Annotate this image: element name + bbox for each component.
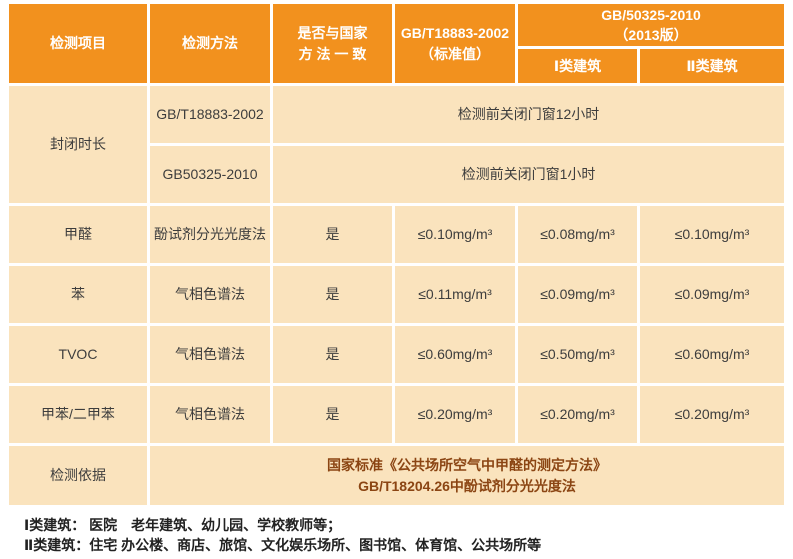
pollutant-consistent: 是	[273, 266, 392, 323]
table-row: 封闭时长 GB/T18883-2002 检测前关闭门窗12小时	[9, 86, 785, 203]
detection-standards-table: 检测项目 检测方法 是否与国家 方 法 一 致 GB/T18883-2002 （…	[6, 1, 788, 508]
col-header-gbt18883-standard: GB/T18883-2002 （标准值）	[395, 4, 515, 83]
table-row-benzene: 苯 气相色谱法 是 ≤0.11mg/m³ ≤0.09mg/m³ ≤0.09mg/…	[9, 266, 785, 323]
sealing-duration-label: 封闭时长	[9, 86, 147, 203]
pollutant-class2-limit: ≤0.60mg/m³	[640, 326, 785, 383]
table-row-toluene-xylene: 甲苯/二甲苯 气相色谱法 是 ≤0.20mg/m³ ≤0.20mg/m³ ≤0.…	[9, 386, 785, 443]
pollutant-method: 气相色谱法	[150, 326, 270, 383]
pollutant-class1-limit: ≤0.08mg/m³	[518, 206, 637, 263]
col-header-gb50325-group: GB/50325-2010 （2013版）	[518, 4, 785, 46]
pollutant-name: TVOC	[9, 326, 147, 383]
pollutant-class2-limit: ≤0.09mg/m³	[640, 266, 785, 323]
pollutant-consistent: 是	[273, 206, 392, 263]
footnote-class1-buildings: Ⅰ类建筑： 医院 老年建筑、幼儿园、学校教师等；	[24, 517, 342, 533]
col-header-detection-item: 检测项目	[9, 4, 147, 83]
footnotes: Ⅰ类建筑： 医院 老年建筑、幼儿园、学校教师等； Ⅱ类建筑：住宅 办公楼、商店、…	[6, 515, 787, 556]
footnote-class2-buildings: Ⅱ类建筑：住宅 办公楼、商店、旅馆、文化娱乐场所、图书馆、体育馆、公共场所等	[24, 537, 542, 554]
pollutant-name: 甲醛	[9, 206, 147, 263]
pollutant-class1-limit: ≤0.09mg/m³	[518, 266, 637, 323]
table-row: GB50325-2010 检测前关闭门窗1小时	[9, 146, 785, 203]
table-body: 封闭时长 GB/T18883-2002 检测前关闭门窗12小时 GB50325-…	[9, 86, 785, 505]
sealing-value-gbt18883: 检测前关闭门窗12小时	[273, 86, 785, 143]
detection-basis-label: 检测依据	[9, 446, 147, 505]
pollutant-consistent: 是	[273, 386, 392, 443]
pollutant-class2-limit: ≤0.20mg/m³	[640, 386, 785, 443]
col-header-national-method-consistency: 是否与国家 方 法 一 致	[273, 4, 392, 83]
pollutant-class1-limit: ≤0.20mg/m³	[518, 386, 637, 443]
sealing-method-gbt18883: GB/T18883-2002	[150, 86, 270, 143]
sealing-value-gb50325: 检测前关闭门窗1小时	[273, 146, 785, 203]
pollutant-name: 苯	[9, 266, 147, 323]
col-header-detection-method: 检测方法	[150, 4, 270, 83]
pollutant-gbt-limit: ≤0.10mg/m³	[395, 206, 515, 263]
pollutant-gbt-limit: ≤0.20mg/m³	[395, 386, 515, 443]
pollutant-consistent: 是	[273, 326, 392, 383]
table-row-formaldehyde: 甲醛 酚试剂分光光度法 是 ≤0.10mg/m³ ≤0.08mg/m³ ≤0.1…	[9, 206, 785, 263]
table-header: 检测项目 检测方法 是否与国家 方 法 一 致 GB/T18883-2002 （…	[9, 4, 785, 83]
col-header-class2-building: Ⅱ类建筑	[640, 49, 785, 83]
pollutant-method: 酚试剂分光光度法	[150, 206, 270, 263]
pollutant-method: 气相色谱法	[150, 386, 270, 443]
pollutant-class1-limit: ≤0.50mg/m³	[518, 326, 637, 383]
pollutant-method: 气相色谱法	[150, 266, 270, 323]
sealing-method-gb50325: GB50325-2010	[150, 146, 270, 203]
col-header-class1-building: Ⅰ类建筑	[518, 49, 637, 83]
pollutant-name: 甲苯/二甲苯	[9, 386, 147, 443]
pollutant-gbt-limit: ≤0.11mg/m³	[395, 266, 515, 323]
table-row-tvoc: TVOC 气相色谱法 是 ≤0.60mg/m³ ≤0.50mg/m³ ≤0.60…	[9, 326, 785, 383]
pollutant-class2-limit: ≤0.10mg/m³	[640, 206, 785, 263]
pollutant-gbt-limit: ≤0.60mg/m³	[395, 326, 515, 383]
detection-basis-value: 国家标准《公共场所空气中甲醛的测定方法》 GB/T18204.26中酚试剂分光光…	[150, 446, 785, 505]
table-row-basis: 检测依据 国家标准《公共场所空气中甲醛的测定方法》 GB/T18204.26中酚…	[9, 446, 785, 505]
